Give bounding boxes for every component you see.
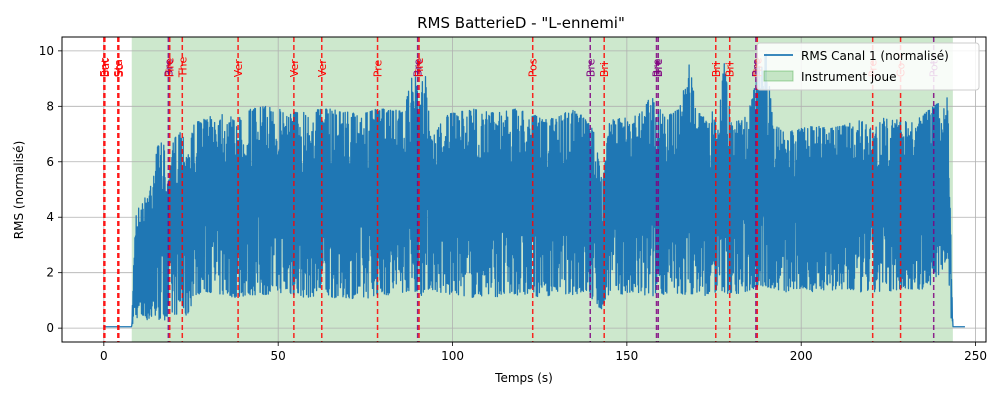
rms-series-line	[103, 53, 966, 328]
event-marker-label: Ver	[288, 59, 301, 77]
event-marker-label: Enc	[98, 57, 111, 77]
event-marker-label: Bre	[652, 58, 665, 77]
y-tick-label: 4	[46, 210, 54, 224]
y-tick-label: 2	[46, 266, 54, 280]
chart-title: RMS BatterieD - "L-ennemi"	[417, 14, 625, 32]
event-marker-label: Fire	[164, 57, 177, 77]
x-tick-label: 0	[100, 349, 108, 363]
x-tick-label: 250	[964, 349, 987, 363]
x-tick-label: 100	[441, 349, 464, 363]
y-axis-label: RMS (normalisé)	[12, 141, 26, 240]
y-tick-label: 10	[39, 44, 54, 58]
event-marker-label: Bat	[99, 58, 112, 77]
x-tick-label: 150	[615, 349, 638, 363]
ticks-layer: 0 50 100 150 200 250 0 2 4 6 8 10	[39, 44, 987, 363]
series-layer	[103, 53, 966, 328]
y-tick-label: 8	[46, 99, 54, 113]
event-marker-label: Fire	[413, 57, 426, 77]
plot-frame	[61, 36, 987, 343]
event-marker-label: Bri	[598, 62, 611, 77]
legend-shade-label: Instrument joue	[801, 70, 897, 84]
event-marker-label: Bre	[584, 58, 597, 77]
event-marker-label: Sta	[112, 59, 125, 77]
event-marker-label: Bri	[724, 62, 737, 77]
event-marker-label: Pre	[372, 59, 385, 77]
event-marker-label: Bre	[412, 58, 425, 77]
legend-shade-swatch	[763, 70, 794, 82]
event-marker-label: Ver	[232, 59, 245, 77]
legend: RMS Canal 1 (normalisé) Instrument joue	[756, 42, 980, 91]
event-marker-label: Bre	[651, 58, 664, 77]
x-tick-label: 200	[790, 349, 813, 363]
x-axis-label: Temps (s)	[494, 371, 553, 385]
legend-box	[756, 42, 980, 91]
x-tick-label: 50	[271, 349, 286, 363]
event-marker-label: Bre	[162, 58, 175, 77]
y-tick-label: 6	[46, 155, 54, 169]
event-marker-label: Pos	[527, 58, 540, 77]
y-tick-label: 0	[46, 321, 54, 335]
event-marker-label: So	[113, 63, 126, 77]
legend-series-label: RMS Canal 1 (normalisé)	[801, 49, 949, 63]
event-marker-label: Bri	[710, 62, 723, 77]
event-marker-label: Ver	[316, 59, 329, 77]
event-marker-label: The	[176, 57, 189, 79]
